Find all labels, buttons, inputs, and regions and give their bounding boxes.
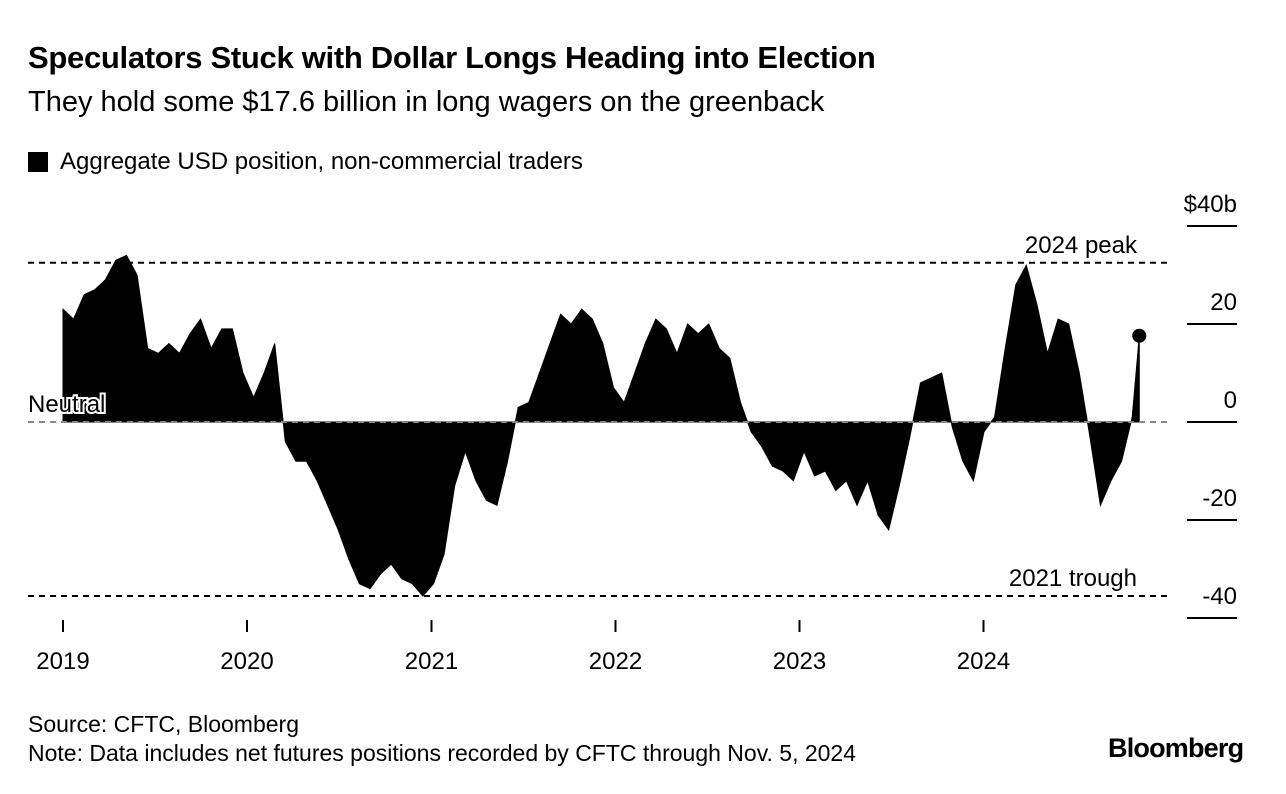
y-tick-label-0: $40b bbox=[1184, 191, 1237, 218]
x-tick-label-4: 2023 bbox=[773, 648, 826, 675]
source-note: Source: CFTC, Bloomberg bbox=[28, 711, 299, 737]
x-tick-label-5: 2024 bbox=[957, 648, 1010, 675]
chart-title: Speculators Stuck with Dollar Longs Head… bbox=[28, 40, 876, 75]
area-series bbox=[62, 254, 1140, 597]
x-tick-label-3: 2022 bbox=[589, 648, 642, 675]
x-tick-label-0: 2019 bbox=[36, 648, 89, 675]
legend-label: Aggregate USD position, non-commercial t… bbox=[60, 148, 583, 175]
reference-label-0: 2024 peak bbox=[1025, 232, 1138, 259]
bloomberg-logo: Bloomberg bbox=[1108, 733, 1244, 763]
legend-swatch bbox=[28, 152, 48, 172]
reference-label-2: 2021 trough bbox=[1009, 565, 1137, 592]
x-tick-label-2: 2021 bbox=[405, 648, 458, 675]
y-tick-label-2: 0 bbox=[1224, 387, 1237, 414]
chart-subtitle: They hold some $17.6 billion in long wag… bbox=[28, 86, 825, 118]
y-tick-label-3: -20 bbox=[1202, 485, 1237, 512]
x-tick-label-1: 2020 bbox=[220, 648, 273, 675]
last-point-marker bbox=[1132, 328, 1147, 343]
reference-label-1: Neutral bbox=[28, 391, 105, 418]
chart-area: 2024 peak Neutral 2021 trough $40b 20 0 -20 -40… bbox=[26, 191, 1237, 675]
y-tick-label-4: -40 bbox=[1202, 583, 1237, 610]
legend: Aggregate USD position, non-commercial t… bbox=[28, 148, 583, 176]
y-tick-label-1: 20 bbox=[1210, 289, 1237, 316]
footnote: Note: Data includes net futures position… bbox=[28, 740, 857, 766]
